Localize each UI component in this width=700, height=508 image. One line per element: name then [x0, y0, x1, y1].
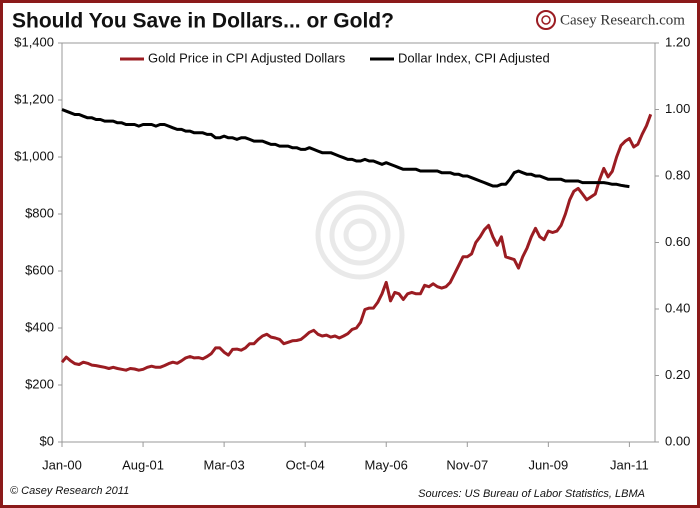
- y2-tick-label: 0.40: [665, 300, 690, 315]
- watermark-ring: [329, 204, 391, 266]
- copyright: © Casey Research 2011: [10, 485, 129, 497]
- watermark: [315, 190, 405, 280]
- legend-label: Dollar Index, CPI Adjusted: [398, 50, 550, 65]
- watermark-ring: [343, 218, 377, 252]
- x-tick-label: Jun-09: [528, 457, 568, 472]
- x-tick-label: Oct-04: [286, 457, 325, 472]
- sources: Sources: US Bureau of Labor Statistics, …: [418, 488, 645, 500]
- y-tick-label: $1,000: [14, 148, 54, 163]
- x-tick-label: Nov-07: [446, 457, 488, 472]
- y2-tick-label: 1.00: [665, 101, 690, 116]
- y2-tick-label: 0.20: [665, 367, 690, 382]
- series-line: [60, 113, 653, 372]
- legend-item: Dollar Index, CPI Adjusted: [370, 50, 550, 65]
- chart-title: Should You Save in Dollars... or Gold?: [12, 10, 394, 33]
- y-tick-label: $1,200: [14, 91, 54, 106]
- x-tick-label: Mar-03: [204, 457, 245, 472]
- y-tick-label: $1,400: [14, 34, 54, 49]
- y2-tick-label: 0.00: [665, 433, 690, 448]
- x-tick-label: Jan-00: [42, 457, 82, 472]
- legend-item: Gold Price in CPI Adjusted Dollars: [120, 50, 346, 65]
- y2-tick-label: 1.20: [665, 34, 690, 49]
- logo: Casey Research.com: [536, 10, 685, 30]
- y-tick-label: $200: [25, 376, 54, 391]
- y2-tick-label: 0.80: [665, 167, 690, 182]
- logo-icon: [536, 10, 556, 30]
- y2-tick-label: 0.60: [665, 234, 690, 249]
- logo-icon: [541, 15, 551, 25]
- series-line: [61, 108, 630, 189]
- y-tick-label: $800: [25, 205, 54, 220]
- x-tick-label: Aug-01: [122, 457, 164, 472]
- x-tick-label: May-06: [365, 457, 408, 472]
- watermark-ring: [315, 190, 405, 280]
- y-tick-label: $600: [25, 262, 54, 277]
- x-tick-label: Jan-11: [610, 457, 649, 472]
- logo-text: Casey Research.com: [560, 12, 685, 28]
- legend-label: Gold Price in CPI Adjusted Dollars: [148, 50, 346, 65]
- y-tick-label: $400: [25, 319, 54, 334]
- y-tick-label: $0: [40, 433, 54, 448]
